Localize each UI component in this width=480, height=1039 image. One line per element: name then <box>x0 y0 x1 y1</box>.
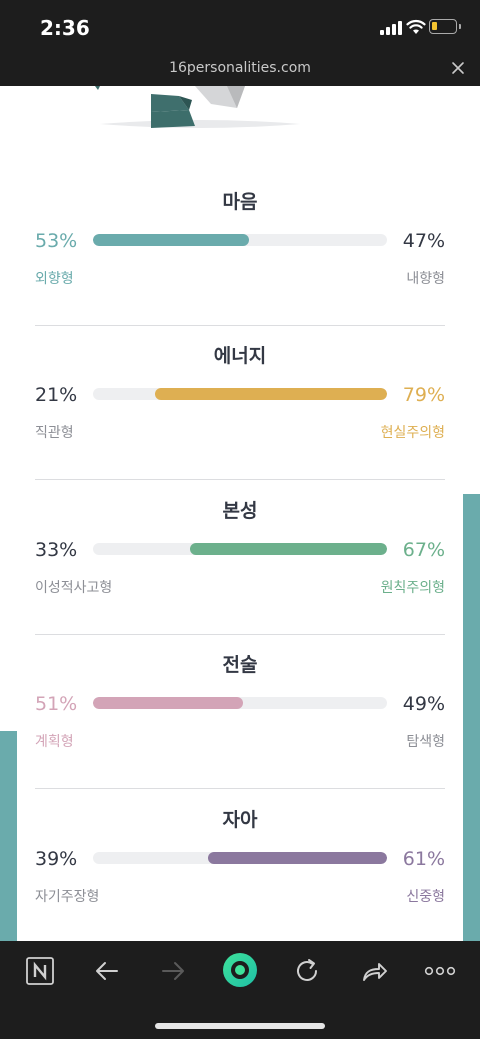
teal-decoration-right <box>463 494 480 941</box>
trait-bar <box>93 234 387 246</box>
right-percentage: 67% <box>402 539 445 561</box>
browser-toolbar <box>0 941 480 1039</box>
trait-bar <box>93 852 387 864</box>
wifi-icon <box>406 19 426 34</box>
teal-decoration-left <box>0 731 17 941</box>
left-percentage: 51% <box>35 693 78 715</box>
trait-nature: 본성 33% 67% 이성적사고형 원칙주의형 <box>35 481 445 635</box>
trait-mind: 마음 53% 47% 외향형 내향형 <box>35 172 445 326</box>
more-icon[interactable] <box>424 956 456 986</box>
left-percentage: 39% <box>35 848 78 870</box>
card-bottom <box>17 934 463 941</box>
trait-bar-fill <box>154 388 387 400</box>
left-trait-label: 직관형 <box>35 425 74 441</box>
trait-bar-fill <box>190 543 387 555</box>
trait-title: 자아 <box>222 809 258 831</box>
share-icon[interactable] <box>359 956 389 986</box>
right-percentage: 79% <box>402 384 445 406</box>
cellular-signal-icon <box>380 21 402 35</box>
trait-bar <box>93 388 387 400</box>
trait-bar-fill <box>207 852 387 864</box>
trait-energy: 에너지 21% 79% 직관형 현실주의형 <box>35 326 445 480</box>
status-time: 2:36 <box>40 16 90 40</box>
right-percentage: 49% <box>402 693 445 715</box>
close-icon[interactable] <box>449 59 467 77</box>
naver-n-icon[interactable] <box>25 956 55 986</box>
left-percentage: 33% <box>35 539 78 561</box>
forward-arrow-icon[interactable] <box>158 956 188 986</box>
divider <box>35 325 445 326</box>
left-percentage: 21% <box>35 384 78 406</box>
url-text[interactable]: 16personalities.com <box>169 60 311 76</box>
left-trait-label: 계획형 <box>35 734 74 750</box>
left-percentage: 53% <box>35 230 78 252</box>
trait-bar-fill <box>93 697 243 709</box>
trait-title: 전술 <box>222 654 258 676</box>
reload-icon[interactable] <box>292 956 322 986</box>
right-trait-label: 탐색형 <box>406 734 445 750</box>
status-bar: 2:36 <box>0 0 480 56</box>
trait-bar <box>93 697 387 709</box>
right-percentage: 61% <box>402 848 445 870</box>
trait-identity: 자아 39% 61% 자기주장형 신중형 <box>35 790 445 941</box>
character-illustration <box>95 86 300 128</box>
page-content: 마음 53% 47% 외향형 내향형 에너지 21% 79% 직관형 현실주의형… <box>0 86 480 941</box>
trait-tactics: 전술 51% 49% 계획형 탐색형 <box>35 635 445 789</box>
right-trait-label: 현실주의형 <box>380 425 445 441</box>
divider <box>35 634 445 635</box>
trait-bar-fill <box>93 234 249 246</box>
back-arrow-icon[interactable] <box>92 956 122 986</box>
right-trait-label: 신중형 <box>406 889 445 905</box>
divider <box>35 479 445 480</box>
home-indicator <box>155 1023 325 1029</box>
left-trait-label: 이성적사고형 <box>35 580 113 596</box>
trait-bar <box>93 543 387 555</box>
left-trait-label: 자기주장형 <box>35 889 100 905</box>
browser-url-bar: 16personalities.com <box>0 56 480 86</box>
trait-title: 마음 <box>222 191 258 213</box>
right-trait-label: 내향형 <box>406 271 445 287</box>
divider <box>35 788 445 789</box>
right-trait-label: 원칙주의형 <box>380 580 445 596</box>
green-dot-icon[interactable] <box>222 952 258 988</box>
trait-title: 본성 <box>222 500 258 522</box>
right-percentage: 47% <box>402 230 445 252</box>
battery-icon <box>429 19 461 34</box>
trait-title: 에너지 <box>213 345 267 367</box>
left-trait-label: 외향형 <box>35 271 74 287</box>
